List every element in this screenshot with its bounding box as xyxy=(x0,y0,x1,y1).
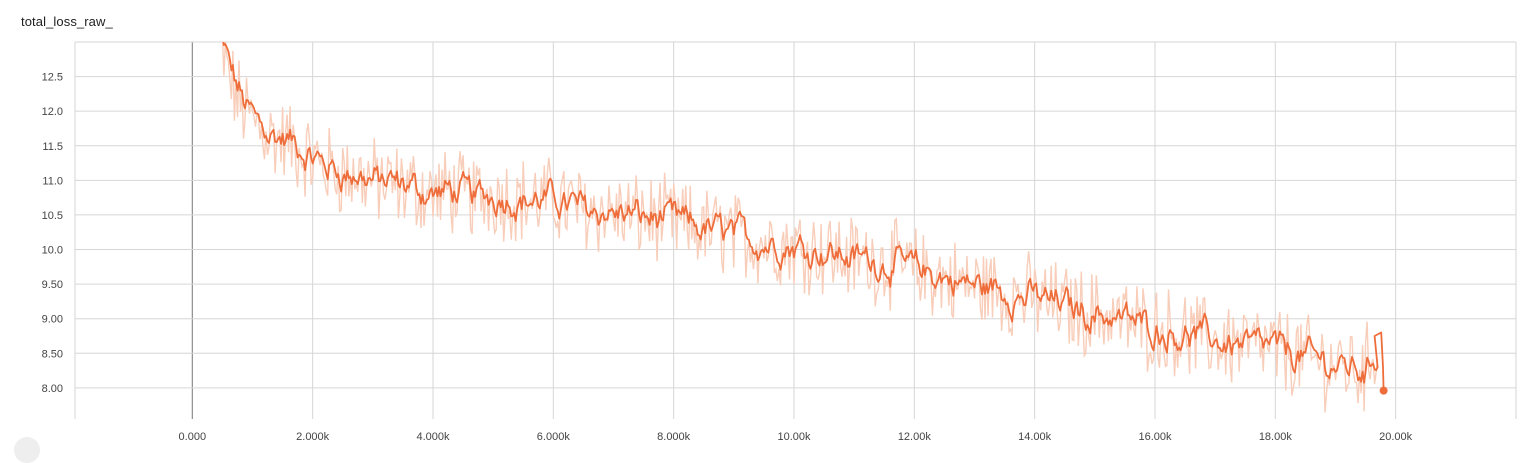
smoothed-line xyxy=(222,42,1385,391)
x-tick-label: 2.000k xyxy=(296,431,330,443)
x-tick-label: 20.00k xyxy=(1379,431,1413,443)
x-tick-label: 18.00k xyxy=(1259,431,1293,443)
y-tick-label: 8.50 xyxy=(42,348,63,360)
last-value-marker[interactable] xyxy=(1379,386,1388,395)
y-tick-label: 10.5 xyxy=(42,210,63,222)
y-tick-label: 12.5 xyxy=(42,72,63,84)
x-tick-label: 10.00k xyxy=(777,431,811,443)
y-tick-label: 11.5 xyxy=(42,141,63,153)
x-tick-labels: 0.000 2.000k 4.000k 6.000k 8.000k 10.00k 12.00… xyxy=(179,431,1413,443)
x-tick-label: 0.000 xyxy=(179,431,207,443)
x-tick-label: 16.00k xyxy=(1138,431,1172,443)
y-tick-label: 12.0 xyxy=(42,106,63,118)
y-tick-label: 9.50 xyxy=(42,279,63,291)
x-tick-label: 8.000k xyxy=(657,431,691,443)
y-tick-label: 11.0 xyxy=(42,175,63,187)
raw-series xyxy=(221,42,1379,413)
raw-line xyxy=(221,42,1379,413)
smoothed-series xyxy=(222,42,1388,395)
y-tick-label: 10.0 xyxy=(42,245,63,257)
chart-title: total_loss_raw_ xyxy=(21,14,113,29)
expand-toggle[interactable] xyxy=(14,437,40,463)
line-chart[interactable]: 0.000 2.000k 4.000k 6.000k 8.000k 10.00k 12.00… xyxy=(0,0,1532,445)
x-tick-label: 14.00k xyxy=(1018,431,1052,443)
y-tick-label: 8.00 xyxy=(42,383,63,395)
x-tick-label: 4.000k xyxy=(416,431,450,443)
x-tick-label: 12.00k xyxy=(898,431,932,443)
x-tick-label: 6.000k xyxy=(537,431,571,443)
y-gridlines xyxy=(75,41,1516,389)
y-tick-labels: 8.00 8.50 9.00 9.50 10.0 10.5 11.0 11.5 12.0 12.5 xyxy=(42,72,63,395)
x-gridlines xyxy=(74,42,1517,419)
y-tick-label: 9.00 xyxy=(42,314,63,326)
